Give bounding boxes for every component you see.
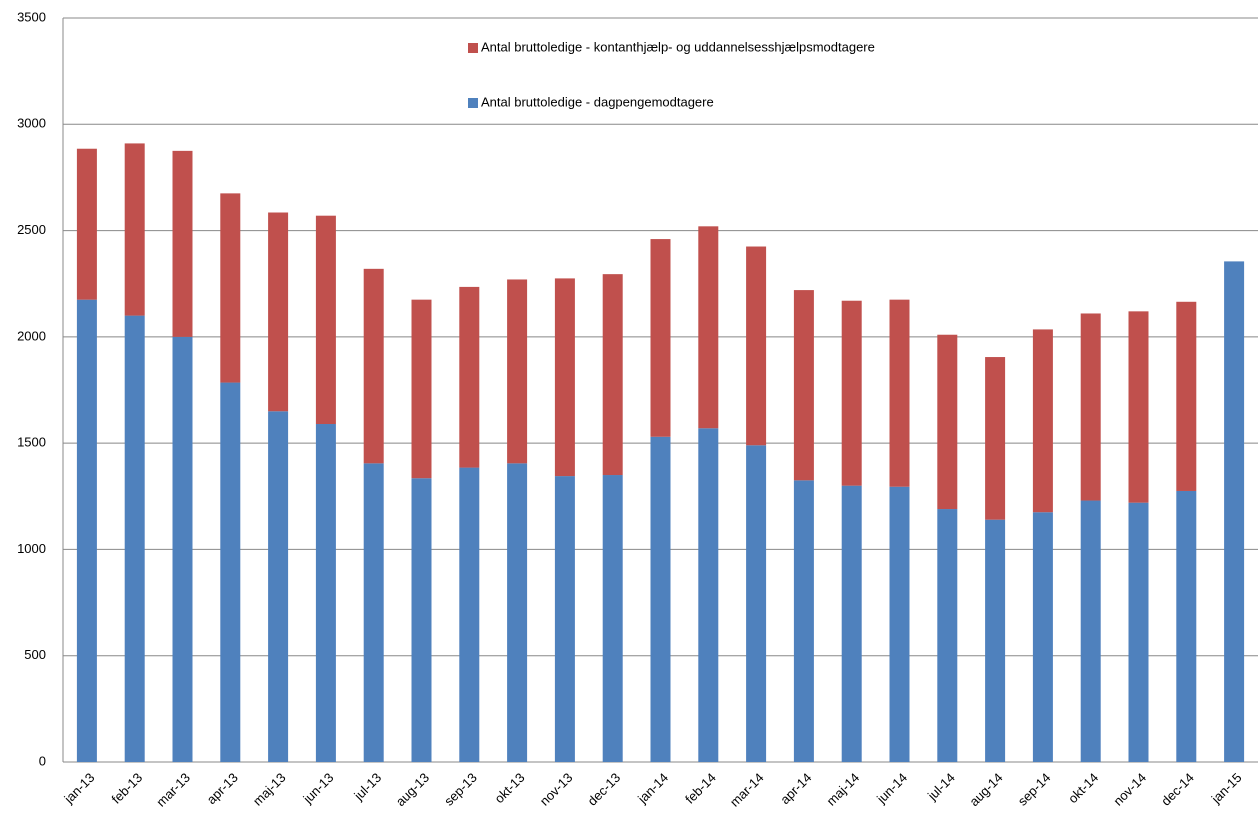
bar-segment [889, 299, 910, 487]
bar-segment [315, 424, 336, 762]
x-tick-label: jan-14 [634, 770, 671, 807]
y-tick-label: 1000 [17, 541, 46, 556]
bar-segment [985, 519, 1006, 762]
bar-segment [507, 279, 528, 464]
y-tick-label: 0 [39, 753, 46, 768]
bar-segment [602, 475, 623, 762]
bar-segment [1128, 311, 1149, 503]
bar-segment [411, 299, 432, 479]
bar-segment [602, 274, 623, 476]
bar-segment [315, 215, 336, 425]
bar-segment [1128, 502, 1149, 762]
legend-label: Antal bruttoledige - kontanthjælp- og ud… [481, 39, 875, 54]
bar-segment [554, 278, 575, 477]
bar-segment [1176, 490, 1197, 762]
bar-segment [937, 509, 958, 762]
x-tick-label: jan-15 [1208, 770, 1245, 807]
x-tick-label: apr-14 [777, 770, 814, 807]
y-tick-label: 1500 [17, 435, 46, 450]
bar-segment [841, 485, 862, 762]
x-tick-label: apr-13 [204, 770, 241, 807]
x-tick-label: okt-13 [491, 770, 527, 806]
bar-segment [220, 382, 241, 762]
bar-segment [268, 212, 289, 412]
bar-segment [554, 476, 575, 762]
x-tick-label: sep-13 [441, 770, 480, 809]
bar-segment [124, 315, 145, 762]
bar-segment [841, 300, 862, 486]
bar-segment [124, 143, 145, 316]
x-tick-label: mar-13 [153, 770, 193, 810]
bar-segment [220, 193, 241, 383]
bar-segment [698, 428, 719, 762]
bar-segment [746, 445, 767, 762]
bar-segment [985, 357, 1006, 520]
bar-segment [889, 486, 910, 762]
x-tick-label: nov-13 [537, 770, 576, 809]
bar-segment [507, 463, 528, 762]
bar-segment [1080, 313, 1101, 501]
y-tick-label: 3500 [17, 9, 46, 24]
bar-segment [76, 299, 97, 762]
bar-segment [1032, 329, 1053, 513]
x-tick-label: dec-13 [585, 770, 624, 809]
x-tick-label: feb-14 [682, 770, 719, 807]
bar-segment [363, 463, 384, 762]
y-tick-label: 3000 [17, 116, 46, 131]
bar-segment [172, 150, 193, 337]
bar-segment [459, 286, 480, 468]
y-tick-label: 2000 [17, 328, 46, 343]
bar-segment [1224, 261, 1245, 762]
legend-swatch [468, 43, 478, 53]
bar-segment [363, 268, 384, 464]
legend-label: Antal bruttoledige - dagpengemodtagere [481, 94, 714, 109]
bar-segment [459, 467, 480, 762]
x-tick-label: jun-14 [873, 770, 910, 807]
x-tick-label: maj-14 [824, 770, 863, 809]
x-tick-label: aug-14 [966, 770, 1005, 809]
x-tick-label: jul-13 [350, 770, 384, 804]
bar-segment [793, 290, 814, 481]
bar-segment [746, 246, 767, 446]
y-tick-label: 500 [24, 647, 46, 662]
x-tick-label: jan-13 [61, 770, 98, 807]
x-tick-label: sep-14 [1015, 770, 1054, 809]
y-tick-label: 2500 [17, 222, 46, 237]
bar-segment [1080, 500, 1101, 762]
bar-segment [793, 480, 814, 762]
bar-segment [1176, 301, 1197, 491]
bar-segment [172, 336, 193, 762]
x-tick-label: feb-13 [109, 770, 146, 807]
bar-segment [268, 411, 289, 762]
x-tick-label: jun-13 [300, 770, 337, 807]
bar-segment [650, 239, 671, 437]
bar-segment [698, 226, 719, 429]
x-tick-label: nov-14 [1110, 770, 1149, 809]
x-tick-label: mar-14 [727, 770, 767, 810]
bar-segment [937, 334, 958, 510]
bar-segment [411, 478, 432, 762]
bar-segment [1032, 512, 1053, 762]
bar-segment [650, 436, 671, 762]
bar-segment [76, 148, 97, 300]
x-tick-label: okt-14 [1065, 770, 1101, 806]
x-tick-label: aug-13 [393, 770, 432, 809]
x-tick-label: dec-14 [1158, 770, 1197, 809]
x-tick-label: maj-13 [250, 770, 289, 809]
x-tick-label: jul-14 [924, 770, 958, 804]
legend-swatch [468, 98, 478, 108]
